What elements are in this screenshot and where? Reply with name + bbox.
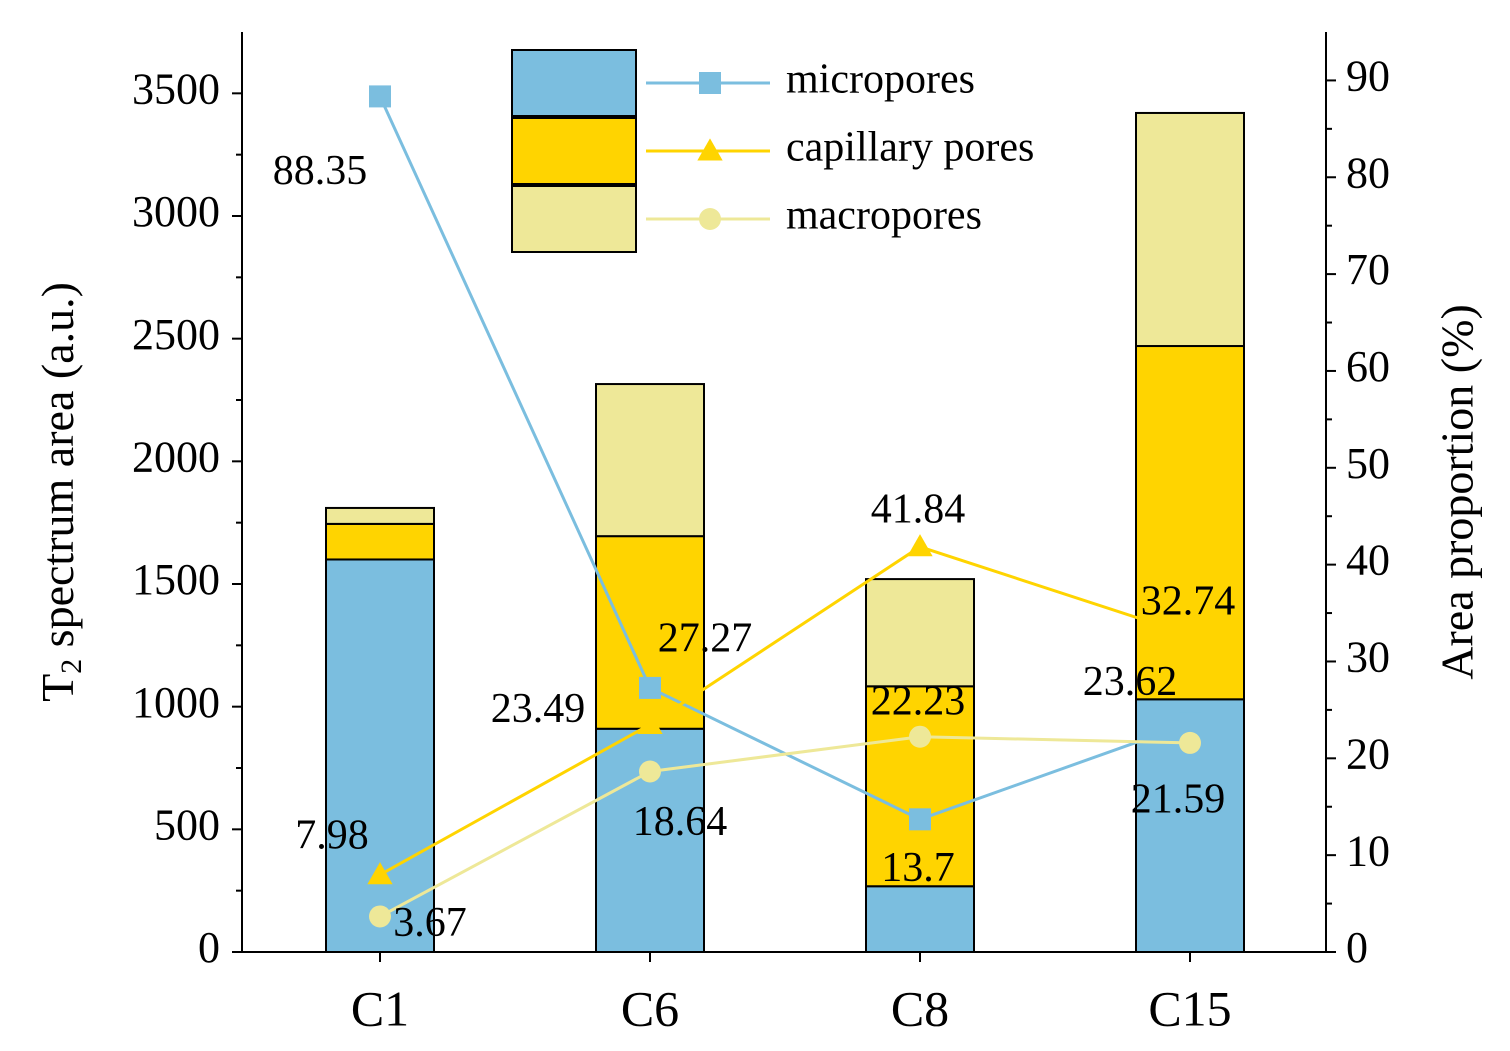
axes-layer: 0 500 1000 1500 2000 2500 3000 3500 0 10 20 30 40 50 6… — [32, 32, 1483, 1036]
right-tick-label: 70 — [1346, 245, 1390, 294]
point-macropores-c1[interactable] — [369, 905, 391, 928]
left-tick-label: 2500 — [132, 310, 220, 359]
bar-micropores-c8[interactable] — [865, 885, 975, 954]
x-tick-label-c1: C1 — [351, 980, 409, 1036]
left-tick-label: 1000 — [132, 678, 220, 727]
point-micropores-c8[interactable] — [909, 808, 931, 831]
point-capillary-pores-c8[interactable] — [907, 534, 933, 557]
right-axis-title: Area proportion (%) — [1432, 304, 1483, 680]
legend-label-capillary-pores: capillary pores — [786, 125, 1034, 171]
left-tick-label: 500 — [154, 800, 220, 849]
data-label-capillary-pores-c6: 23.49 — [491, 686, 586, 732]
lines-layer — [367, 85, 1203, 928]
data-labels-layer: 88.35 27.27 13.7 23.62 7.98 23.49 41.84 32.74 3.… — [273, 148, 1236, 946]
legend-swatch-micropores — [511, 49, 637, 117]
line-capillary-pores — [379, 545, 1191, 877]
line-macropores — [379, 735, 1191, 918]
right-tick-label: 80 — [1346, 148, 1390, 197]
point-macropores-c8[interactable] — [909, 725, 931, 748]
bar-micropores-c1[interactable] — [325, 558, 435, 953]
legend-label-macropores: macropores — [786, 193, 982, 239]
left-tick-label: 0 — [198, 923, 220, 972]
point-capillary-pores-c15[interactable] — [1177, 622, 1203, 645]
x-tick-label-c15: C15 — [1148, 980, 1231, 1036]
bar-macropores-c6[interactable] — [595, 383, 705, 538]
left-axis-title-sub: 2 — [55, 659, 88, 674]
point-macropores-c6[interactable] — [639, 760, 661, 783]
data-label-capillary-pores-c8: 41.84 — [871, 486, 966, 532]
data-label-micropores-c8: 13.7 — [881, 845, 955, 891]
data-label-macropores-c6: 18.64 — [633, 799, 728, 845]
data-label-macropores-c15: 21.59 — [1131, 777, 1226, 823]
data-label-micropores-c1: 88.35 — [273, 148, 368, 194]
bar-capillary-pores-c1[interactable] — [325, 522, 435, 561]
data-label-capillary-pores-c15: 32.74 — [1141, 579, 1236, 625]
bar-capillary-pores-c15[interactable] — [1135, 345, 1245, 701]
right-tick-label: 10 — [1346, 826, 1390, 875]
point-capillary-pores-c1[interactable] — [367, 862, 393, 885]
legend-marker-micropores[interactable] — [699, 72, 721, 94]
point-micropores-c1[interactable] — [369, 85, 391, 108]
right-tick-label: 30 — [1346, 633, 1390, 682]
x-tick-label-c8: C8 — [891, 980, 949, 1036]
point-macropores-c15[interactable] — [1179, 731, 1201, 754]
point-micropores-c15[interactable] — [1179, 712, 1201, 735]
bar-macropores-c15[interactable] — [1135, 111, 1245, 348]
data-label-macropores-c1: 3.67 — [393, 900, 467, 946]
left-axis-title-main: T — [32, 674, 83, 702]
right-tick-label: 60 — [1346, 342, 1390, 391]
point-micropores-c6[interactable] — [639, 676, 661, 699]
point-capillary-pores-c6[interactable] — [637, 711, 663, 735]
left-tick-label: 3000 — [132, 187, 220, 236]
left-axis-title-rest: spectrum area (a.u.) — [32, 282, 83, 659]
legend-marker-macropores[interactable] — [699, 208, 721, 230]
left-tick-label: 2000 — [132, 432, 220, 481]
data-label-capillary-pores-c1: 7.98 — [295, 812, 369, 858]
right-tick-label: 90 — [1346, 52, 1390, 101]
left-tick-label: 3500 — [132, 64, 220, 113]
bars-layer — [325, 111, 1245, 954]
legend-swatch-macropores — [511, 185, 637, 253]
legend-marker-capillary-pores[interactable] — [697, 138, 723, 161]
data-label-micropores-c15: 23.62 — [1083, 659, 1178, 705]
legend-swatch-capillary-pores — [511, 117, 637, 185]
left-axis-title: T2 spectrum area (a.u.) — [32, 282, 88, 702]
data-label-micropores-c6: 27.27 — [658, 616, 753, 662]
right-tick-label: 40 — [1346, 536, 1390, 585]
right-tick-label: 50 — [1346, 439, 1390, 488]
data-label-macropores-c8: 22.23 — [871, 678, 966, 724]
right-tick-label: 0 — [1346, 923, 1368, 972]
right-tick-label: 20 — [1346, 729, 1390, 778]
bar-macropores-c8[interactable] — [865, 578, 975, 688]
left-tick-label: 1500 — [132, 555, 220, 604]
legend: micropores capillary pores macropores — [511, 49, 1034, 253]
x-tick-label-c6: C6 — [621, 980, 679, 1036]
bar-macropores-c1[interactable] — [325, 506, 435, 525]
legend-label-micropores: micropores — [786, 57, 975, 103]
